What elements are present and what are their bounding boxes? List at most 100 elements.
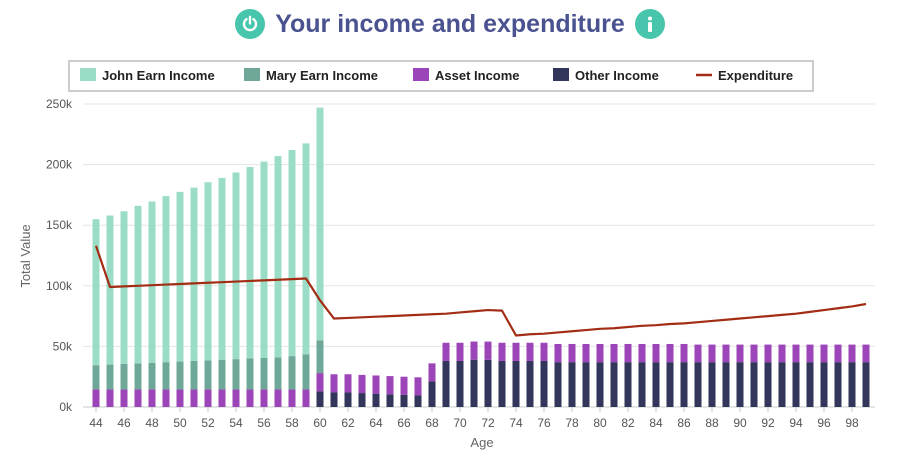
legend-box bbox=[68, 60, 814, 92]
bar-other-income bbox=[708, 362, 716, 407]
bar-asset-income bbox=[666, 343, 674, 363]
bar-asset-income bbox=[554, 343, 562, 363]
bar-asset-income bbox=[722, 344, 730, 363]
legend-label-asset-income: Asset Income bbox=[435, 68, 520, 83]
x-tick-label: 58 bbox=[285, 416, 299, 430]
bar-asset-income bbox=[652, 343, 660, 363]
bar-john-earn-income bbox=[260, 161, 268, 358]
bar-asset-income bbox=[764, 344, 772, 363]
x-axis-title: Age bbox=[470, 435, 493, 450]
bar-asset-income bbox=[302, 389, 310, 407]
bar-other-income bbox=[694, 362, 702, 407]
bar-john-earn-income bbox=[274, 156, 282, 358]
x-tick-label: 70 bbox=[453, 416, 467, 430]
bar-other-income bbox=[428, 381, 436, 407]
bar-asset-income bbox=[610, 343, 618, 363]
bar-john-earn-income bbox=[176, 191, 184, 362]
x-tick-label: 62 bbox=[341, 416, 355, 430]
bar-asset-income bbox=[582, 343, 590, 363]
x-tick-label: 56 bbox=[257, 416, 271, 430]
x-tick-label: 54 bbox=[229, 416, 243, 430]
bar-asset-income bbox=[624, 343, 632, 363]
bar-john-earn-income bbox=[302, 143, 310, 355]
bar-asset-income bbox=[638, 343, 646, 363]
bar-asset-income bbox=[204, 389, 212, 407]
x-tick-label: 68 bbox=[425, 416, 439, 430]
bar-mary-earn-income bbox=[134, 363, 142, 390]
bar-other-income bbox=[750, 362, 758, 407]
x-tick-label: 50 bbox=[173, 416, 187, 430]
bar-asset-income bbox=[848, 344, 856, 363]
bar-mary-earn-income bbox=[106, 364, 114, 390]
legend-label-expenditure: Expenditure bbox=[718, 68, 793, 83]
x-tick-label: 74 bbox=[509, 416, 523, 430]
bar-asset-income bbox=[792, 344, 800, 363]
bar-john-earn-income bbox=[120, 211, 128, 364]
x-tick-label: 44 bbox=[89, 416, 103, 430]
bar-asset-income bbox=[806, 344, 814, 363]
bar-other-income bbox=[848, 362, 856, 407]
bar-other-income bbox=[330, 392, 338, 407]
bar-mary-earn-income bbox=[302, 354, 310, 390]
x-tick-label: 78 bbox=[565, 416, 579, 430]
bar-other-income bbox=[862, 362, 870, 407]
bar-other-income bbox=[344, 392, 352, 407]
bar-asset-income bbox=[120, 389, 128, 407]
bar-other-income bbox=[582, 362, 590, 407]
bar-mary-earn-income bbox=[218, 359, 226, 390]
x-tick-label: 94 bbox=[789, 416, 803, 430]
y-tick-label: 250k bbox=[46, 97, 73, 111]
bar-other-income bbox=[610, 362, 618, 407]
bar-asset-income bbox=[442, 342, 450, 361]
bar-other-income bbox=[680, 362, 688, 407]
info-icon[interactable] bbox=[634, 9, 665, 39]
bar-mary-earn-income bbox=[120, 363, 128, 390]
bar-asset-income bbox=[330, 374, 338, 393]
x-tick-label: 60 bbox=[313, 416, 327, 430]
bar-asset-income bbox=[274, 389, 282, 407]
bar-mary-earn-income bbox=[260, 357, 268, 390]
bar-asset-income bbox=[134, 389, 142, 407]
x-tick-label: 48 bbox=[145, 416, 159, 430]
bar-asset-income bbox=[736, 344, 744, 363]
x-tick-label: 98 bbox=[845, 416, 859, 430]
bar-john-earn-income bbox=[246, 167, 254, 359]
power-icon[interactable] bbox=[235, 9, 266, 39]
bar-asset-income bbox=[414, 377, 422, 396]
bar-asset-income bbox=[260, 389, 268, 407]
x-tick-label: 88 bbox=[705, 416, 719, 430]
bar-other-income bbox=[666, 362, 674, 407]
bar-asset-income bbox=[820, 344, 828, 363]
bar-other-income bbox=[568, 362, 576, 407]
bar-asset-income bbox=[498, 342, 506, 361]
bar-asset-income bbox=[470, 341, 478, 360]
bar-asset-income bbox=[148, 389, 156, 407]
bar-other-income bbox=[456, 360, 464, 407]
bar-asset-income bbox=[512, 342, 520, 361]
bar-mary-earn-income bbox=[204, 360, 212, 390]
bar-asset-income bbox=[778, 344, 786, 363]
legend-swatch-asset-income bbox=[413, 68, 429, 81]
bar-asset-income bbox=[162, 389, 170, 407]
bar-other-income bbox=[596, 362, 604, 407]
bar-other-income bbox=[358, 393, 366, 407]
bar-john-earn-income bbox=[204, 182, 212, 361]
bar-other-income bbox=[736, 362, 744, 407]
bar-other-income bbox=[834, 362, 842, 407]
bar-other-income bbox=[442, 360, 450, 407]
bar-asset-income bbox=[526, 342, 534, 361]
bar-john-earn-income bbox=[162, 196, 170, 363]
bar-other-income bbox=[540, 360, 548, 407]
bar-mary-earn-income bbox=[246, 358, 254, 390]
bar-asset-income bbox=[316, 373, 324, 392]
x-tick-label: 84 bbox=[649, 416, 663, 430]
bar-asset-income bbox=[176, 389, 184, 407]
line-expenditure bbox=[94, 245, 867, 337]
bar-other-income bbox=[484, 359, 492, 407]
y-tick-label: 50k bbox=[53, 339, 73, 353]
bar-asset-income bbox=[232, 389, 240, 407]
legend-swatch-other-income bbox=[553, 68, 569, 81]
bar-asset-income bbox=[372, 375, 380, 394]
bar-mary-earn-income bbox=[232, 359, 240, 390]
